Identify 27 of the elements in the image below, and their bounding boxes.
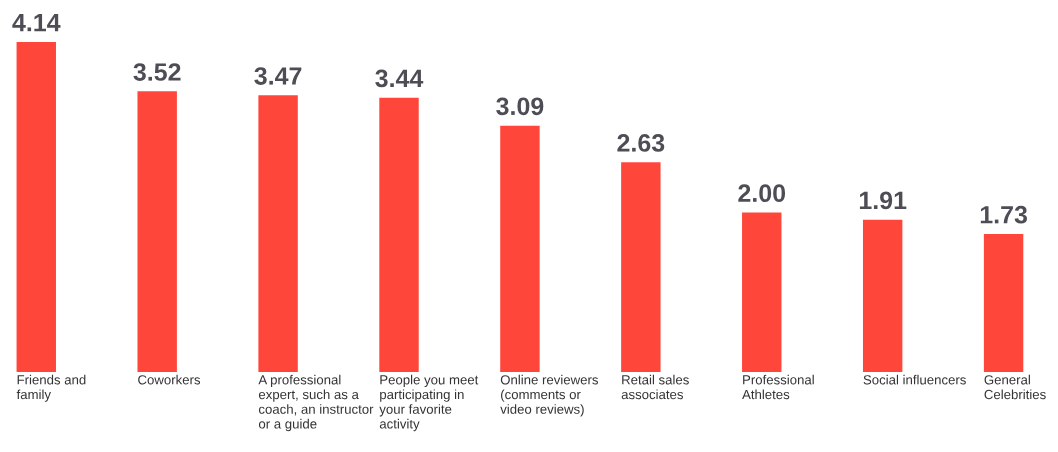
bar bbox=[16, 41, 56, 372]
x-tick-label: Friends and family bbox=[16, 374, 86, 402]
bar bbox=[983, 234, 1024, 372]
x-tick-label: Social influencers bbox=[863, 374, 966, 385]
data-label: 1.73 bbox=[980, 205, 1028, 224]
x-tick-label: Professional Athletes bbox=[742, 374, 814, 400]
x-tick-label: Coworkers bbox=[138, 374, 201, 385]
data-label: 3.47 bbox=[254, 67, 302, 85]
data-label: 3.44 bbox=[375, 69, 424, 88]
bar bbox=[137, 91, 177, 372]
bar bbox=[742, 212, 782, 372]
x-tick-label: General Celebrities bbox=[984, 374, 1046, 400]
bar bbox=[862, 219, 903, 372]
data-label: 3.52 bbox=[133, 63, 181, 81]
bar bbox=[621, 162, 661, 372]
data-label: 2.00 bbox=[738, 184, 786, 203]
x-tick-label: A professional expert, such as a coach, an instructor or a guide bbox=[258, 374, 374, 432]
data-label: 3.09 bbox=[496, 97, 544, 116]
x-tick-label: Retail sales associates bbox=[621, 374, 689, 400]
x-tick-label: People you meet participating in your favorite activity bbox=[379, 374, 479, 432]
data-label: 1.91 bbox=[859, 191, 907, 210]
x-tick-label: Online reviewers (comments or video reviews) bbox=[500, 374, 599, 417]
bar bbox=[379, 97, 419, 372]
bar bbox=[258, 95, 298, 372]
bar bbox=[500, 125, 540, 372]
data-label: 2.63 bbox=[617, 134, 665, 152]
data-label: 4.14 bbox=[12, 13, 61, 32]
